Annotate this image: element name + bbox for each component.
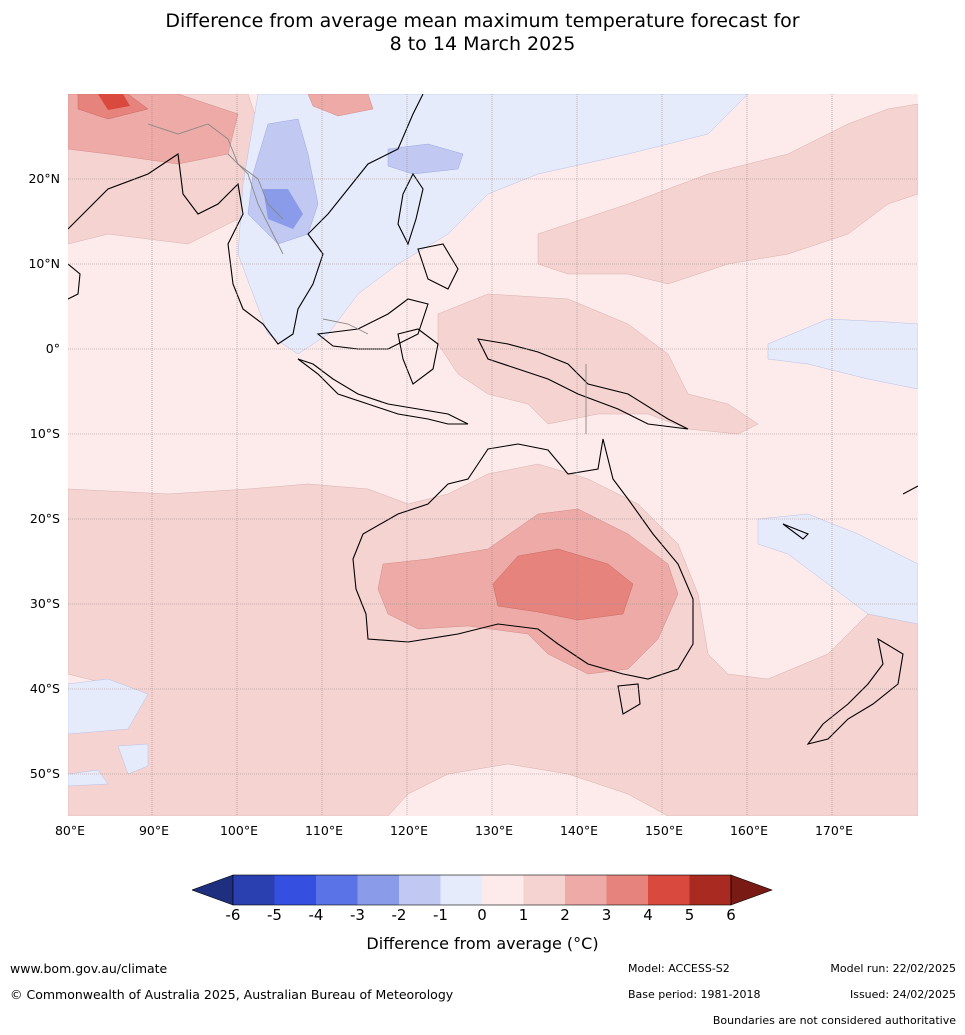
colorbar-frame (232, 874, 732, 906)
lat-label-20n: 20°N (28, 171, 60, 186)
base-period: Base period: 1981-2018 (628, 988, 761, 1001)
model-name: Model: ACCESS-S2 (628, 962, 730, 975)
colorbar-tick-label: 5 (684, 906, 695, 924)
colorbar-segment (606, 875, 648, 905)
lat-label-50s: 50°S (29, 766, 60, 781)
lon-label-150e: 150°E (644, 823, 683, 838)
title-line-2: 8 to 14 March 2025 (389, 33, 576, 55)
lon-label-110e: 110°E (304, 823, 343, 838)
lat-label-30s: 30°S (29, 596, 60, 611)
colorbar (191, 874, 774, 910)
colorbar-segment (399, 875, 441, 905)
colorbar-tick-label: 2 (560, 906, 570, 924)
colorbar-tick-label: -1 (433, 906, 448, 924)
lon-label-120e: 120°E (389, 823, 428, 838)
disclaimer: Boundaries are not considered authoritat… (712, 1014, 956, 1027)
copyright: © Commonwealth of Australia 2025, Austra… (10, 987, 454, 1002)
colorbar-segment (648, 875, 690, 905)
website-link[interactable]: www.bom.gov.au/climate (10, 961, 168, 976)
colorbar-tick-label: -4 (308, 906, 324, 924)
colorbar-extend-low (191, 874, 234, 906)
colorbar-tick-label: 0 (477, 906, 487, 924)
lat-label-0: 0° (45, 341, 60, 356)
colorbar-tick-label: -5 (267, 906, 282, 924)
anomaly-4-5-zones (98, 94, 130, 110)
colorbar-svg (191, 874, 773, 906)
colorbar-label: Difference from average (°C) (366, 934, 599, 953)
colorbar-segment (689, 875, 731, 905)
issued-date: Issued: 24/02/2025 (849, 988, 956, 1001)
lat-label-40s: 40°S (29, 681, 60, 696)
country-borders (147, 123, 587, 434)
anomaly-3-4-zones (77, 94, 634, 621)
anomaly-neg1-0-zones (68, 94, 918, 787)
colorbar-segment (357, 875, 399, 905)
map-title: Difference from average mean maximum tem… (0, 10, 965, 56)
lon-label-80e: 80°E (54, 823, 86, 838)
colorbar-segment (440, 875, 482, 905)
lat-label-20s: 20°S (29, 511, 60, 526)
lat-label-10n: 10°N (28, 256, 60, 271)
colorbar-tick-label: 1 (518, 906, 529, 924)
anomaly-neg3-neg2-zones (263, 189, 303, 229)
colorbar-segment (565, 875, 607, 905)
lon-label-170e: 170°E (814, 823, 853, 838)
colorbar-tick-label: -6 (225, 906, 241, 924)
map-svg (68, 94, 918, 816)
colorbar-tick-label: 4 (643, 906, 653, 924)
lon-label-100e: 100°E (219, 823, 258, 838)
colorbar-segment (316, 875, 358, 905)
lon-label-140e: 140°E (559, 823, 598, 838)
lon-label-130e: 130°E (474, 823, 513, 838)
lon-label-160e: 160°E (729, 823, 768, 838)
model-run: Model run: 22/02/2025 (830, 962, 956, 975)
graticule (68, 94, 918, 816)
colorbar-segment (233, 875, 275, 905)
title-line-1: Difference from average mean maximum tem… (165, 10, 800, 32)
forecast-map (68, 94, 918, 816)
colorbar-segment (523, 875, 565, 905)
colorbar-tick-label: 6 (726, 906, 736, 924)
colorbar-tick-label: 3 (601, 906, 612, 924)
colorbar-tick-label: -3 (350, 906, 365, 924)
lat-label-10s: 10°S (29, 426, 60, 441)
coastlines (68, 94, 918, 745)
colorbar-segment (274, 875, 316, 905)
colorbar-tick-label: -2 (391, 906, 407, 924)
colorbar-extend-high (730, 874, 773, 906)
lon-label-90e: 90°E (138, 823, 170, 838)
colorbar-segment (482, 875, 524, 905)
